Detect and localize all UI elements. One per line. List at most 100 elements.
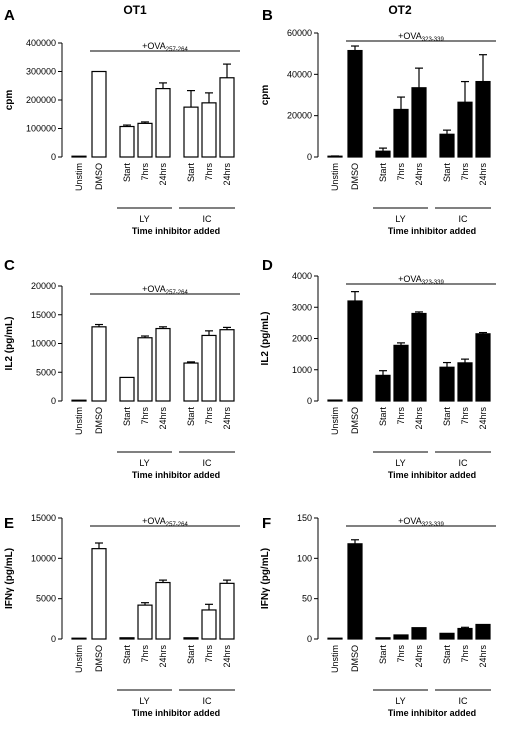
group-label-d: LY [395,458,405,468]
category-label-e: 7hrs [140,645,150,663]
stim-label-d: +OVA323-339 [398,274,444,286]
y-tick-label-d: 0 [307,396,312,406]
y-tick-label-a: 200000 [26,95,56,105]
category-label-f: Start [442,645,452,665]
bar-b [347,49,363,158]
bar-c [155,327,171,402]
stim-label-c: +OVA257-264 [142,284,188,296]
x-axis-title-d: Time inhibitor added [388,470,476,480]
category-label-b: 7hrs [396,163,406,181]
bar-c [137,337,153,402]
y-tick-label-a: 400000 [26,38,56,48]
bar-c [71,399,87,402]
bar-c [91,326,107,402]
category-label-d: Start [378,407,388,427]
bar-d [327,399,343,402]
bar-e [119,637,135,640]
bar-d [411,312,427,402]
category-label-c: Start [122,407,132,427]
y-tick-label-a: 100000 [26,124,56,134]
y-tick-label-b: 0 [307,152,312,162]
category-label-c: Unstim [74,407,84,435]
stim-label-f: +OVA323-339 [398,516,444,528]
y-tick-label-c: 0 [51,396,56,406]
stim-label-b: +OVA323-339 [398,31,444,43]
group-label-b: IC [459,214,469,224]
y-tick-label-c: 20000 [31,281,56,291]
stim-label-a: +OVA257-264 [142,41,188,53]
group-label-e: IC [203,696,213,706]
group-label-c: IC [203,458,213,468]
category-label-d: 24hrs [414,407,424,430]
y-axis-label-d: IL2 (pg/mL) [260,312,271,366]
bar-f [393,634,409,640]
bar-b [475,80,491,158]
y-tick-label-b: 20000 [287,111,312,121]
bar-d [475,333,491,402]
panel-letter-f: F [262,515,271,532]
y-tick-label-f: 100 [297,553,312,563]
bar-e [183,637,199,640]
y-tick-label-f: 150 [297,513,312,523]
category-label-e: Unstim [74,645,84,673]
bar-f [347,543,363,640]
category-label-e: 7hrs [204,645,214,663]
bar-a [219,77,235,158]
bar-c [201,334,217,402]
group-label-f: IC [459,696,469,706]
bar-a [155,87,171,158]
col-title-ot2: OT2 [388,3,412,17]
bar-b [439,133,455,158]
y-axis-label-c: IL2 (pg/mL) [4,317,15,371]
bar-f [457,627,473,640]
category-label-d: 7hrs [396,407,406,425]
y-tick-label-e: 0 [51,634,56,644]
bar-a [183,106,199,158]
category-label-a: Start [186,163,196,183]
group-label-b: LY [395,214,405,224]
y-tick-label-a: 0 [51,152,56,162]
category-label-e: 24hrs [158,645,168,668]
category-label-d: DMSO [350,407,360,434]
panel-letter-c: C [4,257,15,274]
bar-d [347,300,363,402]
bar-c [119,376,135,402]
bar-a [201,102,217,158]
y-tick-label-c: 5000 [36,367,56,377]
category-label-e: 24hrs [222,645,232,668]
category-label-f: 24hrs [414,645,424,668]
panel-letter-d: D [262,257,273,274]
y-axis-label-b: cpm [260,85,271,106]
category-label-d: Start [442,407,452,427]
bar-b [375,150,391,158]
category-label-b: Start [442,163,452,183]
category-label-b: DMSO [350,163,360,190]
y-tick-label-d: 1000 [292,365,312,375]
category-label-f: Unstim [330,645,340,673]
bar-d [439,366,455,402]
panel-letter-a: A [4,7,15,24]
bar-d [457,362,473,402]
category-label-a: Unstim [74,163,84,191]
group-label-a: IC [203,214,213,224]
bar-e [155,581,171,640]
y-tick-label-b: 60000 [287,28,312,38]
col-title-ot1: OT1 [123,3,147,17]
bar-b [457,101,473,158]
category-label-a: DMSO [94,163,104,190]
bar-b [411,87,427,158]
category-label-c: 7hrs [140,407,150,425]
bar-a [91,70,107,158]
stim-label-e: +OVA257-264 [142,516,188,528]
category-label-c: Start [186,407,196,427]
category-label-e: Start [122,645,132,665]
group-label-a: LY [139,214,149,224]
group-label-d: IC [459,458,469,468]
y-axis-label-e: IFNγ (pg/mL) [4,548,15,609]
group-label-c: LY [139,458,149,468]
category-label-e: Start [186,645,196,665]
y-tick-label-c: 15000 [31,310,56,320]
category-label-a: 7hrs [204,163,214,181]
category-label-f: 24hrs [478,645,488,668]
category-label-f: Start [378,645,388,665]
